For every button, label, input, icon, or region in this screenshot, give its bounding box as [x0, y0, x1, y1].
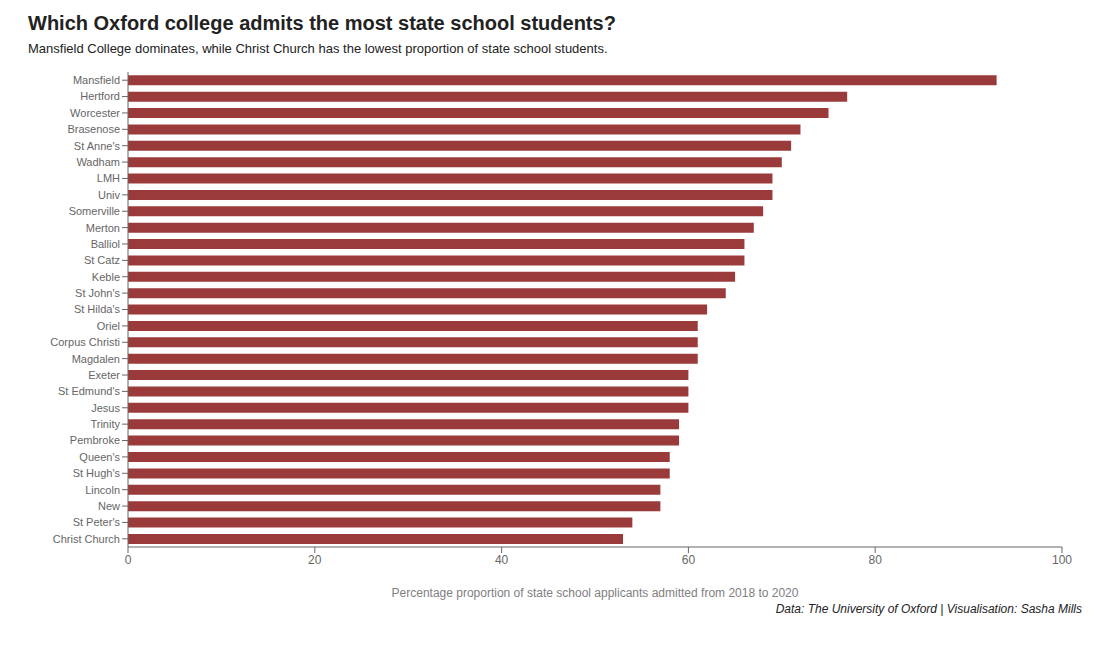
svg-text:Univ: Univ	[98, 189, 121, 201]
html-text:Mansfield College dominates, w: Mansfield College dominates, while Chris…	[28, 41, 608, 56]
svg-text:St Hilda's: St Hilda's	[74, 303, 121, 315]
svg-text:20: 20	[308, 553, 322, 567]
svg-text:New: New	[98, 500, 120, 512]
svg-text:60: 60	[682, 553, 696, 567]
svg-text:Queen's: Queen's	[79, 451, 120, 463]
svg-text:St Hugh's: St Hugh's	[73, 467, 121, 479]
svg-text:St Anne's: St Anne's	[74, 140, 121, 152]
svg-text:Keble: Keble	[92, 271, 120, 283]
svg-text:Corpus Christi: Corpus Christi	[50, 336, 120, 348]
svg-text:Lincoln: Lincoln	[85, 484, 120, 496]
svg-text:100: 100	[1052, 553, 1072, 567]
svg-text:Hertford: Hertford	[80, 90, 120, 102]
svg-text:Percentage proportion of state: Percentage proportion of state school ap…	[392, 586, 799, 600]
svg-text:Somerville: Somerville	[69, 205, 120, 217]
svg-text:Exeter: Exeter	[88, 369, 120, 381]
svg-text:St Catz: St Catz	[84, 254, 120, 266]
svg-text:Wadham: Wadham	[76, 156, 120, 168]
html-text:Data: The University of Oxford: Data: The University of Oxford | Visuali…	[775, 602, 1082, 616]
svg-text:80: 80	[869, 553, 883, 567]
svg-text:Balliol: Balliol	[91, 238, 120, 250]
svg-text:St Peter's: St Peter's	[73, 516, 121, 528]
svg-text:Merton: Merton	[86, 222, 120, 234]
svg-text:St Edmund's: St Edmund's	[58, 385, 121, 397]
svg-text:Magdalen: Magdalen	[72, 353, 120, 365]
svg-text:Oriel: Oriel	[97, 320, 120, 332]
svg-text:St John's: St John's	[75, 287, 120, 299]
svg-text:Brasenose: Brasenose	[67, 123, 120, 135]
svg-text:Worcester: Worcester	[70, 107, 120, 119]
svg-text:Trinity: Trinity	[90, 418, 120, 430]
html-text:Which Oxford college admits th: Which Oxford college admits the most sta…	[28, 12, 616, 34]
svg-text:LMH: LMH	[97, 172, 120, 184]
svg-text:Jesus: Jesus	[91, 402, 120, 414]
svg-text:Christ Church: Christ Church	[53, 533, 120, 545]
svg-text:0: 0	[125, 553, 132, 567]
svg-text:Mansfield: Mansfield	[73, 74, 120, 86]
svg-text:Pembroke: Pembroke	[70, 434, 120, 446]
svg-text:40: 40	[495, 553, 509, 567]
